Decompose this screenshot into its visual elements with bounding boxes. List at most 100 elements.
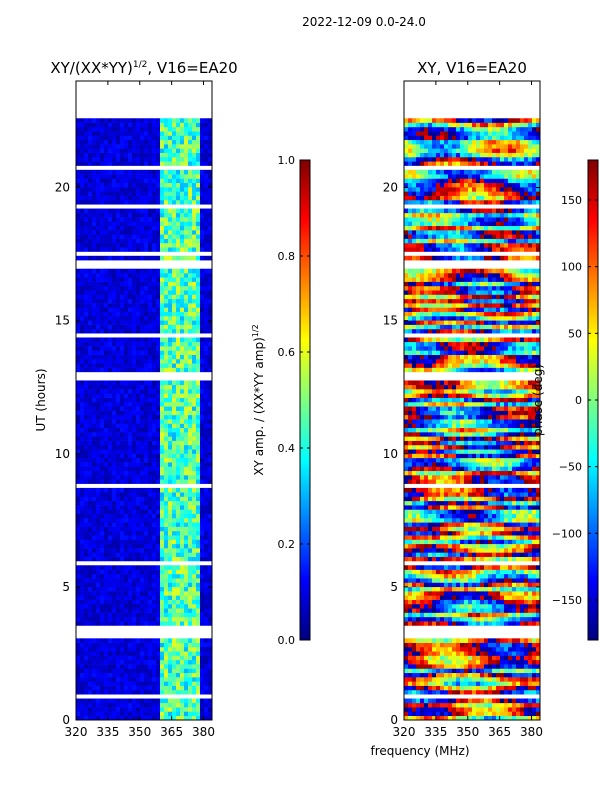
amp-heat-cell xyxy=(176,290,181,295)
amp-heat-cell xyxy=(148,393,153,398)
phase-heat-cell xyxy=(508,711,513,716)
amp-heat-cell xyxy=(204,543,209,549)
amp-heat-cell xyxy=(76,522,81,527)
amp-heat-cell xyxy=(96,646,101,652)
amp-heat-cell xyxy=(136,530,141,536)
phase-heat-cell xyxy=(424,668,429,674)
amp-heat-cell xyxy=(128,608,133,613)
amp-heat-cell xyxy=(180,350,185,355)
amp-heat-cell xyxy=(124,328,129,334)
amp-heat-cell xyxy=(96,702,101,708)
amp-axes-frame xyxy=(75,80,213,721)
amp-heat-cell xyxy=(176,492,181,497)
amp-heat-cell xyxy=(140,475,145,480)
phase-heat-cell xyxy=(532,664,537,669)
amp-heat-cell xyxy=(124,393,129,398)
amp-heat-cell xyxy=(124,591,129,596)
amp-heat-cell xyxy=(196,672,201,678)
phase-heat-cell xyxy=(488,668,493,674)
amp-heat-cell xyxy=(152,247,157,252)
phase-heat-cell xyxy=(476,621,481,626)
amp-heat-cell xyxy=(156,573,161,579)
amp-heat-cell xyxy=(88,298,93,304)
amp-heat-cell xyxy=(112,565,117,570)
amp-heat-cell xyxy=(108,457,113,463)
amp-heat-cell xyxy=(80,122,85,128)
phase-heat-cell xyxy=(476,655,481,661)
amp-heat-cell xyxy=(144,475,149,480)
amp-heat-cell xyxy=(148,522,153,527)
phase-heat-cell xyxy=(460,681,465,686)
amp-heat-cell xyxy=(112,358,117,364)
amp-heat-cell xyxy=(208,234,212,239)
amp-heat-cell xyxy=(80,358,85,364)
amp-heat-cell xyxy=(160,608,165,613)
amp-heat-cell xyxy=(144,337,149,343)
amp-heat-cell xyxy=(148,389,153,394)
amp-heat-cell xyxy=(144,199,149,205)
amp-heat-cell xyxy=(144,573,149,579)
amp-heat-cell xyxy=(156,466,161,472)
amp-heat-cell xyxy=(172,638,177,643)
amp-heat-cell xyxy=(152,273,157,278)
amp-heat-cell xyxy=(132,711,137,716)
amp-heat-cell xyxy=(112,380,117,386)
amp-heat-cell xyxy=(152,118,157,123)
amp-heat-cell xyxy=(164,393,169,398)
amp-heat-cell xyxy=(200,651,205,656)
amp-heat-cell xyxy=(112,281,117,287)
amp-heat-cell xyxy=(76,247,81,252)
amp-heat-cell xyxy=(152,384,157,390)
amp-heat-cell xyxy=(100,290,105,295)
amp-heat-cell xyxy=(92,591,97,596)
amp-heat-cell xyxy=(96,225,101,231)
amp-heat-cell xyxy=(156,169,161,175)
phase-heat-cell xyxy=(440,677,445,682)
amp-heat-cell xyxy=(144,449,149,454)
amp-heat-cell xyxy=(200,410,205,416)
amp-heat-cell xyxy=(104,144,109,149)
amp-heat-cell xyxy=(168,195,173,201)
phase-heat-cell xyxy=(460,621,465,626)
amp-heat-cell xyxy=(180,341,185,347)
amp-heat-cell xyxy=(96,530,101,536)
phase-heat-cell xyxy=(516,681,521,686)
amp-heat-cell xyxy=(196,646,201,652)
amp-heat-cell xyxy=(100,230,105,235)
amp-heat-cell xyxy=(192,363,197,368)
amp-heat-cell xyxy=(120,608,125,613)
amp-heat-cell xyxy=(208,315,212,321)
amp-heat-cell xyxy=(80,277,85,282)
amp-heat-cell xyxy=(128,384,133,390)
amp-heat-cell xyxy=(136,672,141,678)
amp-heat-cell xyxy=(76,582,81,588)
amp-heat-cell xyxy=(148,432,153,437)
amp-heat-cell xyxy=(124,307,129,312)
amp-heat-cell xyxy=(164,672,169,678)
amp-heat-cell xyxy=(184,444,189,450)
amp-heat-cell xyxy=(168,414,173,420)
amp-heat-cell xyxy=(144,156,149,162)
amp-heat-cell xyxy=(100,255,105,261)
phase-heat-cell xyxy=(520,668,525,674)
amp-heat-cell xyxy=(96,677,101,682)
amp-heat-cell xyxy=(124,178,129,184)
amp-heat-cell xyxy=(208,298,212,304)
amp-heat-cell xyxy=(168,681,173,686)
amp-heat-cell xyxy=(96,552,101,557)
amp-heat-cell xyxy=(116,191,121,196)
amp-heat-cell xyxy=(156,702,161,708)
amp-heat-cell xyxy=(196,397,201,403)
amp-heat-cell xyxy=(136,621,141,626)
phase-heat-cell xyxy=(476,672,481,678)
amp-heat-cell xyxy=(104,677,109,682)
amp-heat-cell xyxy=(92,462,97,467)
amp-heat-cell xyxy=(108,612,113,618)
amp-heat-cell xyxy=(96,475,101,480)
phase-heat-cell xyxy=(436,668,441,674)
amp-heat-cell xyxy=(192,603,197,609)
phase-heat-cell xyxy=(524,715,529,720)
phase-heat-cell xyxy=(516,672,521,678)
amp-heat-cell xyxy=(84,569,89,575)
amp-heat-cell xyxy=(156,277,161,282)
